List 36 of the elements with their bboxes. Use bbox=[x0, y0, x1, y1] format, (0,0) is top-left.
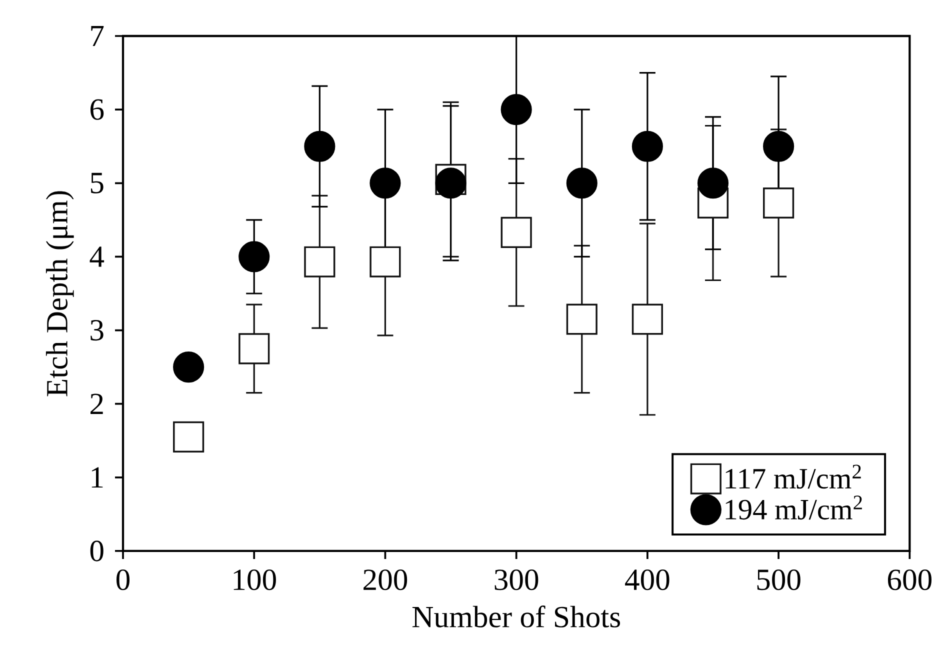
y-tick-label: 4 bbox=[90, 246, 104, 267]
legend-label: 194 mJ/cm$^{2}$ bbox=[726, 496, 862, 520]
point bbox=[370, 246, 401, 278]
x-tick-label: 200 bbox=[364, 569, 408, 590]
point bbox=[763, 187, 794, 219]
x-tick-label: 300 bbox=[494, 569, 538, 590]
point bbox=[632, 304, 663, 335]
y-tick-label: 7 bbox=[91, 26, 104, 46]
point bbox=[500, 94, 532, 126]
y-tick-label: 1 bbox=[92, 467, 103, 488]
x-tick-label: 0 bbox=[116, 569, 130, 590]
point bbox=[238, 241, 270, 272]
point bbox=[763, 130, 794, 162]
y-tick-label: 6 bbox=[90, 99, 104, 120]
point bbox=[632, 130, 663, 162]
point bbox=[566, 304, 598, 335]
point bbox=[173, 421, 204, 452]
y-axis-title: Etch Depth (μm) bbox=[46, 191, 74, 396]
x-tick-label: 600 bbox=[888, 569, 932, 590]
point bbox=[697, 168, 729, 199]
point bbox=[500, 216, 532, 248]
point bbox=[304, 246, 336, 278]
x-tick-label: 100 bbox=[234, 569, 276, 590]
x-tick-label: 400 bbox=[625, 569, 670, 590]
point bbox=[173, 352, 204, 383]
y-tick-label: 0 bbox=[90, 540, 104, 562]
y-tick-label: 5 bbox=[90, 172, 104, 194]
y-tick-label: 3 bbox=[90, 320, 104, 341]
x-tick-label: 500 bbox=[757, 569, 800, 590]
point bbox=[304, 130, 336, 162]
point bbox=[238, 333, 270, 364]
y-tick-label: 2 bbox=[90, 394, 103, 414]
x-axis-title: Number of Shots bbox=[412, 606, 620, 628]
legend-label: 117 mJ/cm$^{2}$ bbox=[726, 464, 861, 489]
point bbox=[566, 168, 598, 199]
point bbox=[370, 168, 401, 199]
